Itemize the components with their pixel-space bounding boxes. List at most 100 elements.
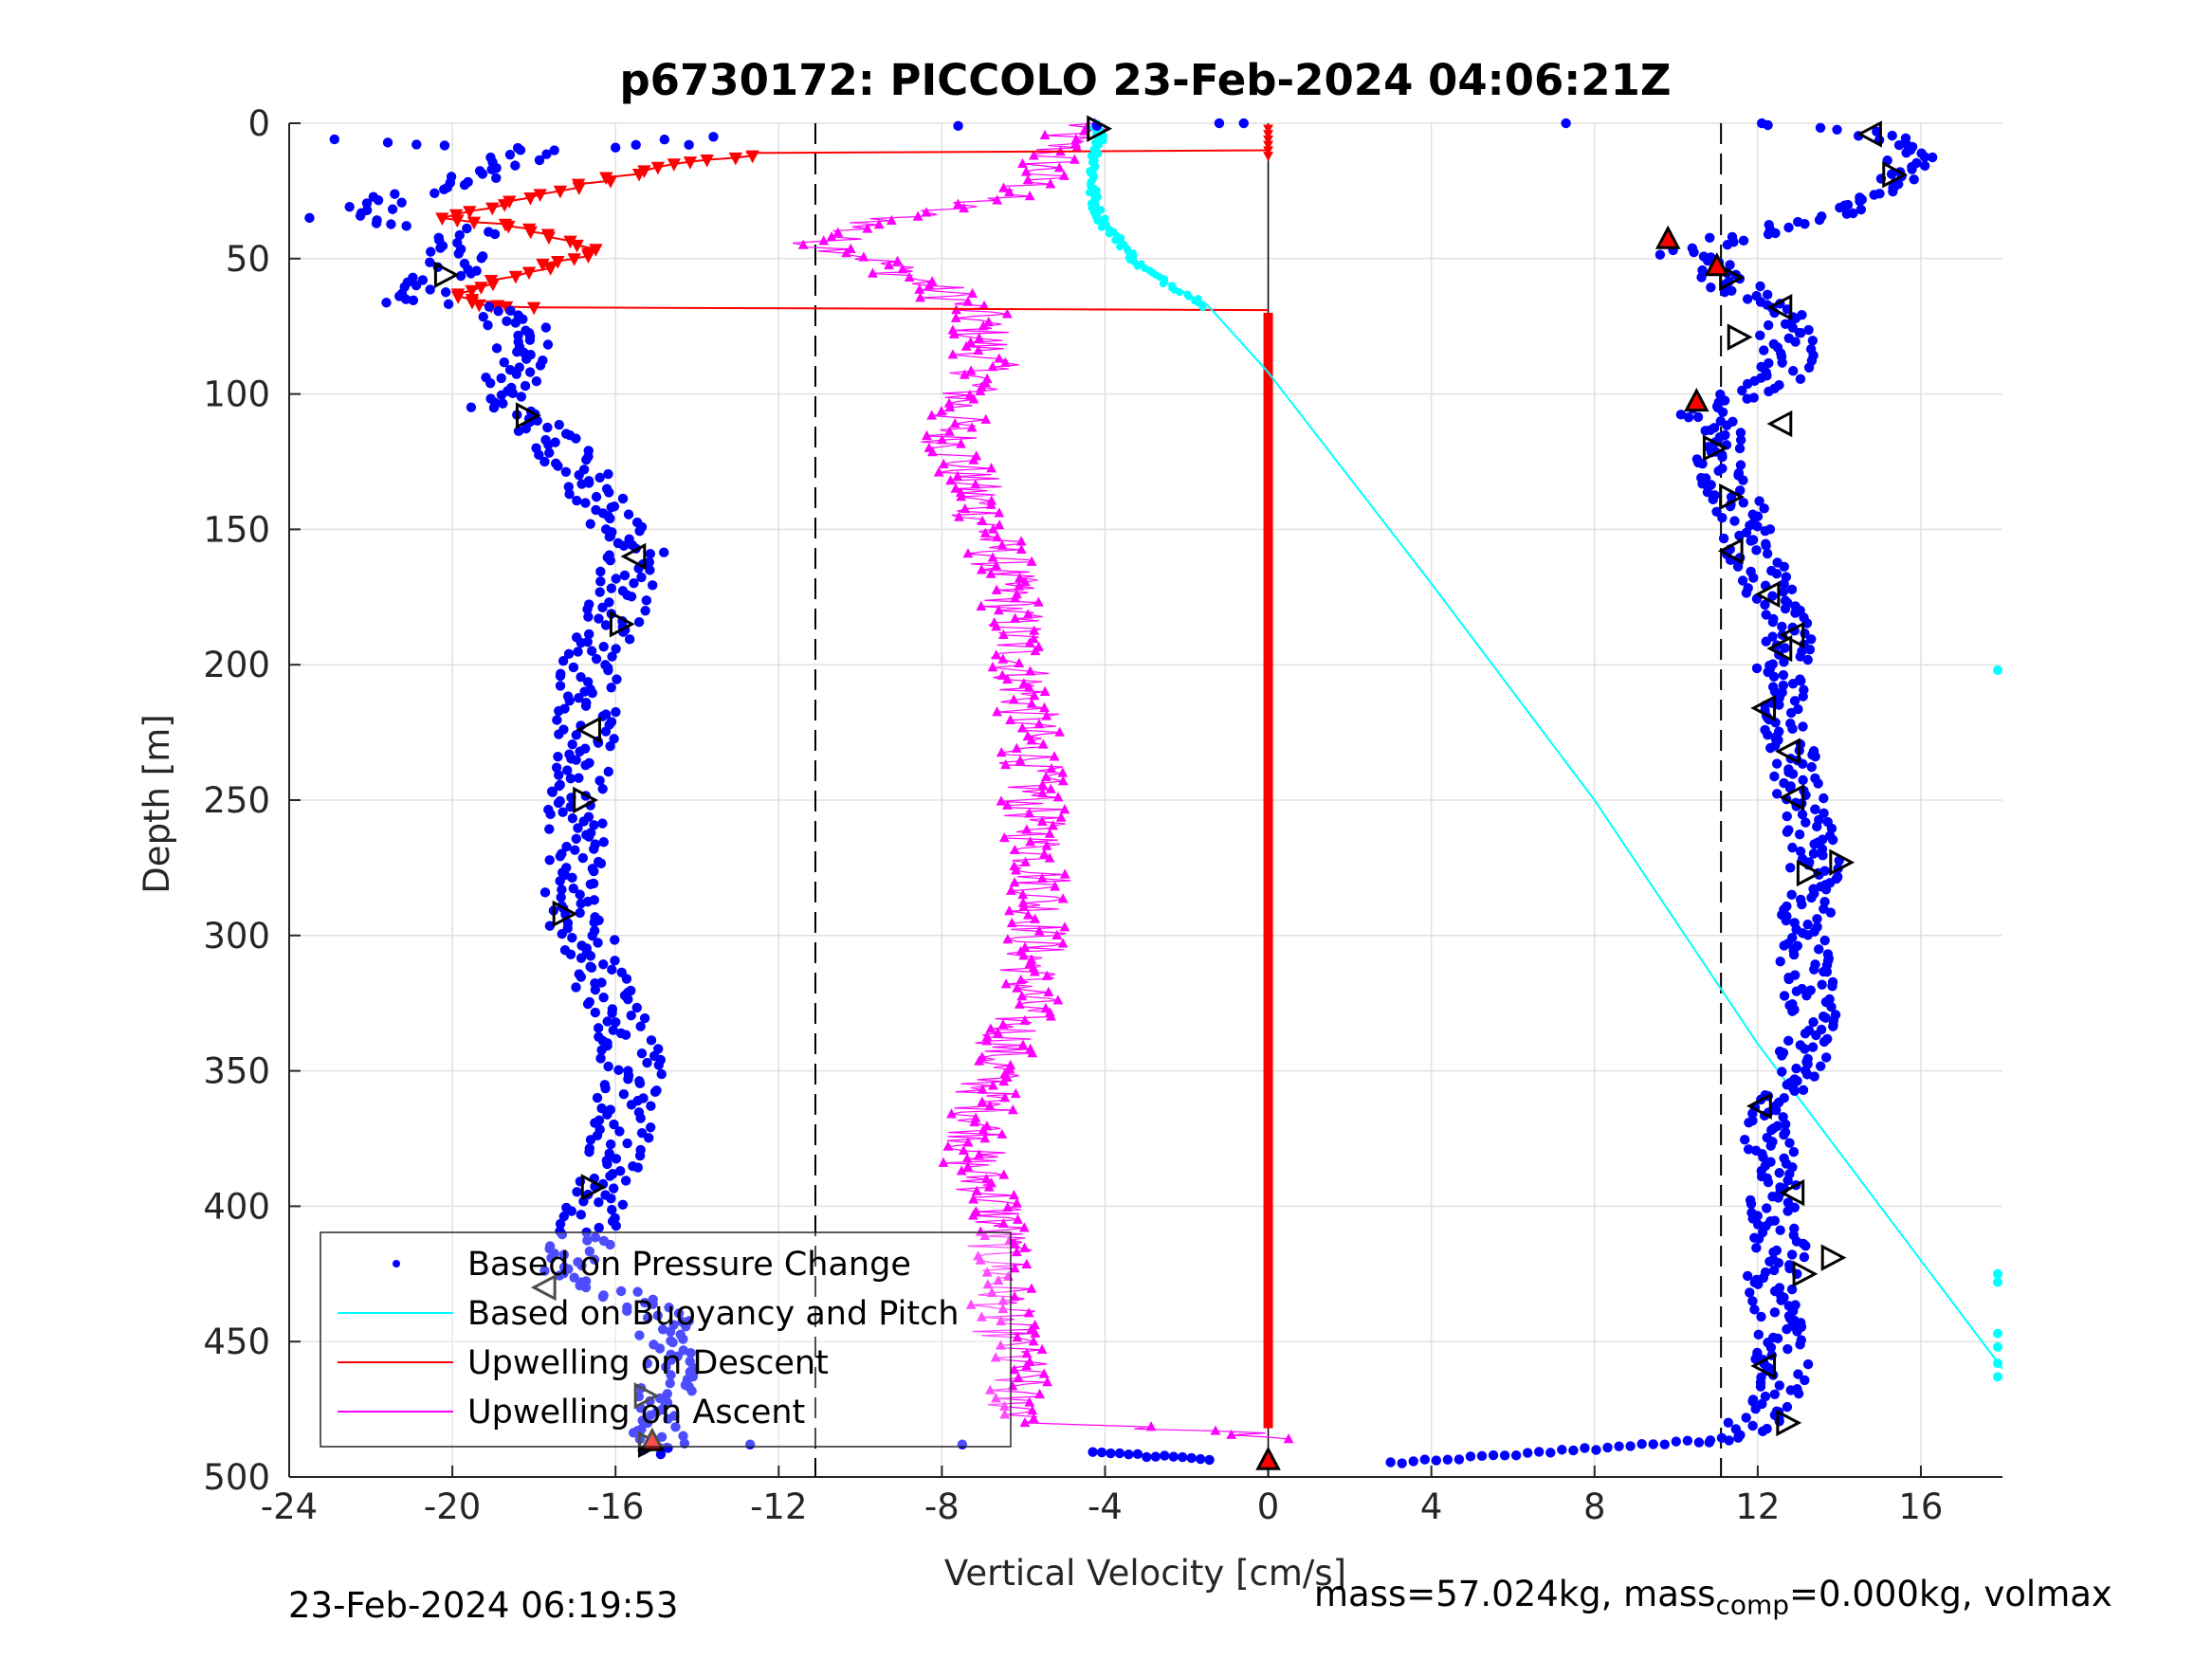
pressure-change-point bbox=[661, 1361, 671, 1373]
pressure-change-point bbox=[591, 653, 602, 665]
pressure-change-point bbox=[654, 1343, 666, 1354]
buoyancy-outlier-point bbox=[1993, 1372, 2002, 1382]
pressure-change-point bbox=[1747, 1420, 1758, 1431]
ascent-upwelling-point bbox=[1015, 755, 1026, 765]
pressure-change-point bbox=[1803, 362, 1815, 373]
ascent-upwelling-point bbox=[1025, 836, 1036, 847]
pressure-change-point bbox=[1818, 850, 1828, 861]
ascent-upwelling-point bbox=[992, 531, 1003, 542]
right-triangle-marker bbox=[573, 786, 598, 814]
ascent-upwelling-point bbox=[968, 454, 979, 465]
pressure-change-point bbox=[597, 818, 608, 829]
pressure-change-point bbox=[1819, 793, 1829, 804]
ascent-upwelling-point bbox=[1026, 735, 1037, 745]
pressure-change-point bbox=[1718, 533, 1729, 544]
pressure-change-point bbox=[1752, 521, 1763, 532]
descent-upwelling-point bbox=[536, 258, 550, 272]
pressure-change-point bbox=[590, 1007, 601, 1018]
mass-text: mass=57.024kg, mass bbox=[1314, 1574, 1716, 1614]
ascent-upwelling-point bbox=[1015, 974, 1027, 985]
pressure-change-point bbox=[598, 836, 609, 848]
legend-label: Upwelling on Ascent bbox=[467, 1394, 805, 1431]
descent-upwelling-point bbox=[650, 161, 666, 175]
pressure-change-point bbox=[574, 692, 584, 703]
pressure-change-point bbox=[663, 1443, 673, 1453]
pressure-change-point bbox=[1106, 1448, 1116, 1459]
pressure-change-point bbox=[1760, 1391, 1771, 1402]
pressure-change-point bbox=[553, 461, 563, 471]
pressure-change-point bbox=[1759, 503, 1769, 514]
ascent-upwelling-point bbox=[959, 202, 970, 213]
ascent-upwelling-point bbox=[976, 1311, 987, 1322]
pressure-change-point bbox=[656, 1431, 667, 1443]
pressure-change-point bbox=[679, 1438, 690, 1449]
descent-upwelling-point bbox=[502, 220, 516, 234]
pressure-change-point bbox=[553, 797, 564, 809]
pressure-change-point bbox=[1775, 956, 1785, 967]
pressure-change-point bbox=[1763, 319, 1774, 331]
pressure-change-point bbox=[569, 1272, 579, 1283]
pressure-change-point bbox=[1807, 1042, 1819, 1052]
pressure-change-point bbox=[1815, 122, 1826, 133]
descent-upwelling-point bbox=[466, 216, 482, 230]
x-axis-label: Vertical Velocity [cm/s] bbox=[944, 1553, 1346, 1594]
pressure-change-point bbox=[544, 824, 555, 834]
ascent-upwelling-point bbox=[1012, 1331, 1023, 1342]
pressure-change-point bbox=[1729, 516, 1740, 526]
ascent-upwelling-point bbox=[1028, 150, 1039, 160]
pressure-change-point bbox=[642, 1057, 652, 1068]
ascent-upwelling-point bbox=[979, 1230, 991, 1241]
pressure-change-point bbox=[1775, 1225, 1785, 1235]
ascent-upwelling-point bbox=[988, 1080, 998, 1090]
pressure-change-point bbox=[1817, 979, 1827, 990]
pressure-change-point bbox=[1734, 443, 1746, 454]
pressure-change-point bbox=[1752, 1219, 1764, 1230]
pressure-change-point bbox=[1819, 935, 1830, 946]
descent-upwelling-point bbox=[563, 235, 577, 249]
pressure-change-point bbox=[576, 671, 586, 683]
pressure-change-point bbox=[614, 1126, 625, 1137]
pressure-change-point bbox=[611, 644, 621, 654]
pressure-change-point bbox=[539, 456, 550, 467]
pressure-change-point bbox=[595, 1053, 606, 1064]
ascent-upwelling-point bbox=[999, 1092, 1011, 1103]
pressure-change-point bbox=[1763, 730, 1773, 740]
ascent-upwelling-point bbox=[1015, 536, 1027, 546]
pressure-change-point bbox=[574, 469, 584, 481]
pressure-change-point bbox=[1625, 1441, 1636, 1451]
pressure-change-point bbox=[1799, 1251, 1810, 1263]
pressure-change-point bbox=[1779, 940, 1789, 951]
left-triangle-marker bbox=[1766, 410, 1793, 438]
pressure-change-point bbox=[1801, 990, 1812, 1001]
ascent-upwelling-point bbox=[914, 283, 925, 294]
pressure-change-point bbox=[1096, 1447, 1107, 1458]
x-tick-label: 16 bbox=[1898, 1486, 1943, 1527]
pressure-change-point bbox=[1385, 1457, 1396, 1468]
ascent-upwelling-point bbox=[921, 207, 932, 217]
pressure-change-point bbox=[567, 738, 577, 750]
pressure-change-point bbox=[430, 188, 440, 198]
pressure-change-point bbox=[1795, 651, 1805, 662]
pressure-change-point bbox=[453, 248, 464, 259]
ascent-upwelling-point bbox=[978, 320, 989, 331]
pressure-change-point bbox=[589, 844, 599, 854]
pressure-change-point bbox=[439, 140, 450, 151]
pressure-change-point bbox=[1777, 621, 1787, 632]
chart-title: p6730172: PICCOLO 23-Feb-2024 04:06:21Z bbox=[619, 55, 1671, 105]
ascent-upwelling-point bbox=[1019, 1416, 1031, 1428]
pressure-change-point bbox=[425, 284, 435, 295]
pressure-change-point bbox=[600, 726, 612, 737]
ascent-upwelling-point bbox=[981, 1173, 992, 1184]
ascent-upwelling-point bbox=[985, 499, 996, 509]
plot-area bbox=[304, 115, 2003, 1477]
legend: Based on Pressure Change Based on Buoyanc… bbox=[320, 1231, 1012, 1448]
pressure-change-point bbox=[556, 892, 566, 902]
ascent-upwelling-point bbox=[1052, 792, 1064, 802]
ascent-upwelling-point bbox=[1023, 1307, 1034, 1318]
ascent-upwelling-point bbox=[996, 1128, 1008, 1139]
pressure-change-point bbox=[1747, 1296, 1758, 1306]
pressure-change-point bbox=[1760, 599, 1770, 611]
pressure-change-point bbox=[612, 674, 622, 684]
ascent-upwelling-point bbox=[933, 466, 944, 477]
pressure-change-point bbox=[1815, 1061, 1826, 1071]
